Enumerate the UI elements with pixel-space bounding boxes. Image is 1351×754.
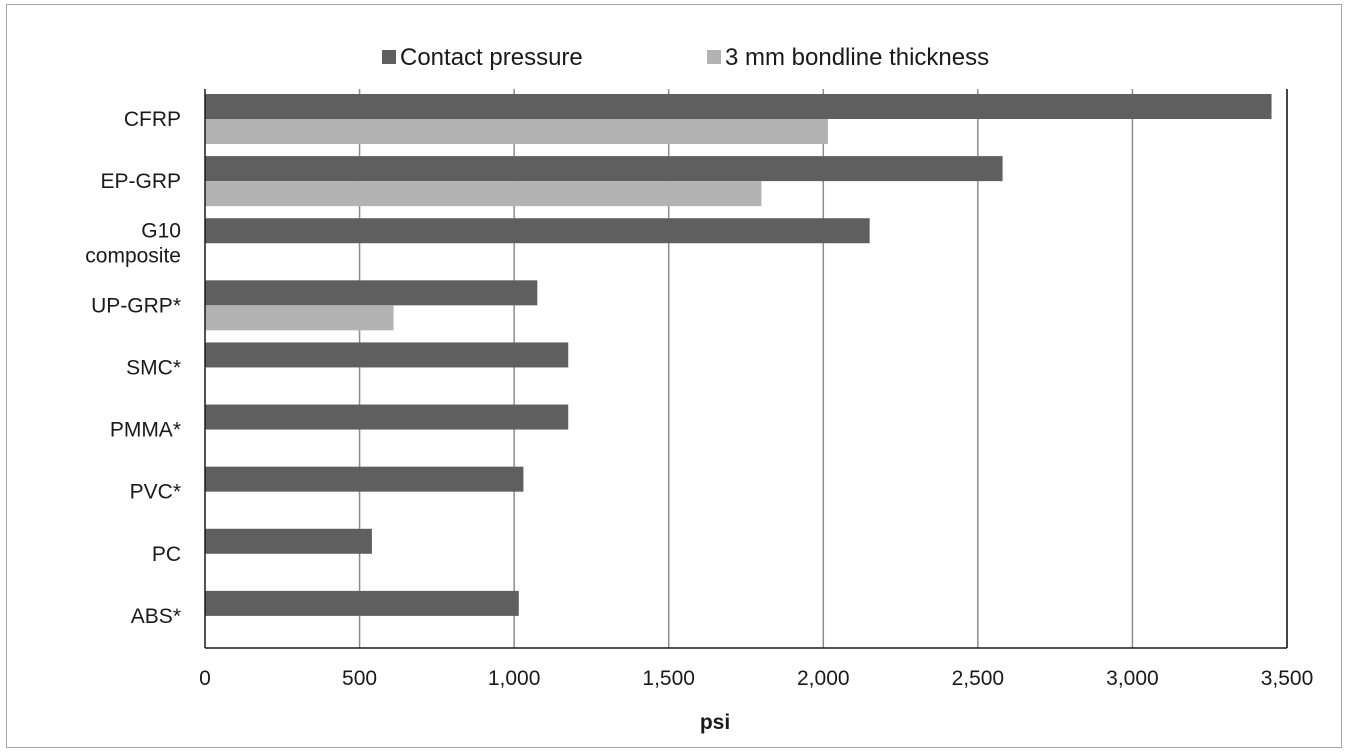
legend-label: Contact pressure <box>400 44 583 71</box>
category-label: PVC* <box>130 481 181 504</box>
x-axis-label: psi <box>700 711 730 734</box>
x-tick-label: 1,500 <box>642 667 695 690</box>
x-tick-label: 3,000 <box>1106 667 1159 690</box>
x-tick-label: 2,000 <box>797 667 850 690</box>
x-tick-label: 3,500 <box>1261 667 1314 690</box>
legend-label: 3 mm bondline thickness <box>725 44 989 71</box>
bar-contact-pressure <box>205 590 519 616</box>
x-tick-label: 500 <box>342 667 377 690</box>
bar-contact-pressure <box>205 404 569 430</box>
legend-swatch <box>707 50 721 64</box>
legend: Contact pressure 3 mm bondline thickness <box>382 44 989 71</box>
bar-contact-pressure <box>205 94 1272 119</box>
category-label: UP-GRP* <box>91 294 181 317</box>
category-label: G10 composite <box>85 220 181 268</box>
bar-contact-pressure <box>205 156 1003 182</box>
category-label: SMC* <box>126 356 181 379</box>
legend-swatch <box>382 50 396 64</box>
category-label: CFRP <box>124 108 181 131</box>
bar-contact-pressure <box>205 218 870 244</box>
x-tick-labels: 0 500 1,000 1,500 2,000 2,500 3,000 3,500 <box>199 667 1313 690</box>
bar-bondline-3mm <box>205 181 762 207</box>
bar-contact-pressure <box>205 280 538 306</box>
x-tick-label: 0 <box>199 667 211 690</box>
bars <box>205 94 1272 616</box>
category-label: PC <box>152 543 181 566</box>
category-labels: CFRP EP-GRP G10 composite UP-GRP* SMC* PMMA* PV… <box>85 108 181 628</box>
x-tick-label: 1,000 <box>488 667 541 690</box>
category-label: ABS* <box>131 605 181 628</box>
bar-contact-pressure <box>205 342 569 368</box>
category-label: PMMA* <box>110 419 181 442</box>
axes <box>204 89 1288 649</box>
x-tick-label: 2,500 <box>952 667 1005 690</box>
category-label: EP-GRP <box>100 170 181 193</box>
bar-bondline-3mm <box>205 119 828 144</box>
bar-bondline-3mm <box>205 305 394 331</box>
bar-contact-pressure <box>205 528 372 554</box>
bar-contact-pressure <box>205 466 524 492</box>
